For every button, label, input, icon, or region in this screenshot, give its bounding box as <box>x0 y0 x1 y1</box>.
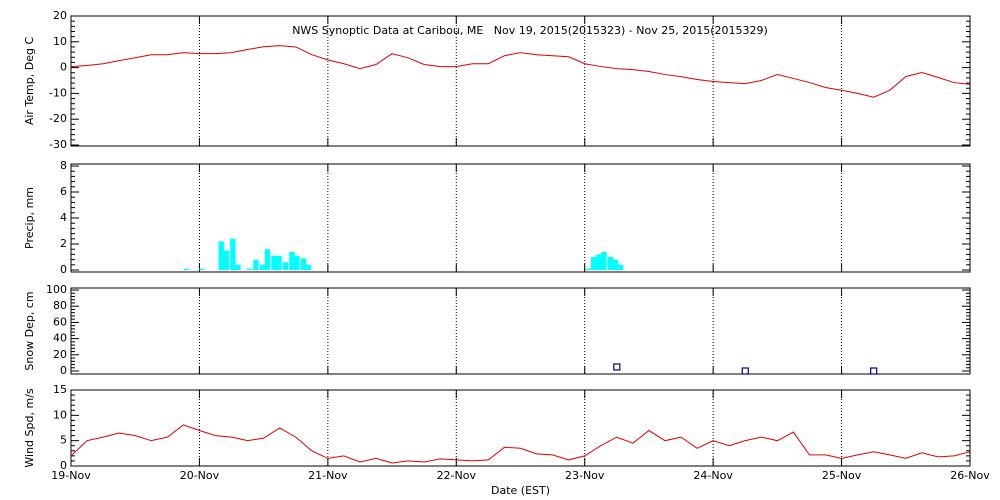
bar <box>235 264 241 270</box>
bar <box>218 241 224 270</box>
y-tick-label: 6 <box>60 185 67 198</box>
y-tick-label: 8 <box>60 159 67 172</box>
y-tick-label: 5 <box>60 434 67 447</box>
x-axis-label: Date (EST) <box>491 484 550 497</box>
x-tick-label: 23-Nov <box>565 469 605 482</box>
bar <box>617 264 624 270</box>
y-tick-label: 40 <box>53 332 67 345</box>
x-tick-label: 25-Nov <box>822 469 862 482</box>
bar <box>612 259 619 270</box>
y-axis-label: Snow Dep, cm <box>23 291 36 370</box>
data-line <box>70 424 971 464</box>
x-tick-label: 21-Nov <box>308 469 348 482</box>
panel-frame <box>70 287 971 375</box>
x-tick-label: 19-Nov <box>51 469 91 482</box>
y-tick-label: 0 <box>60 459 67 472</box>
bar <box>259 264 266 270</box>
panel-frame <box>70 163 971 273</box>
x-tick-label: 20-Nov <box>180 469 220 482</box>
point <box>870 367 878 375</box>
y-tick-label: 4 <box>60 211 67 224</box>
y-tick-label: 15 <box>53 383 67 396</box>
panel-frame <box>70 389 971 467</box>
y-tick-label: -20 <box>49 112 67 125</box>
bar <box>183 268 190 270</box>
bar <box>289 251 295 270</box>
panel-frame <box>70 15 971 147</box>
y-tick-label: 0 <box>60 263 67 276</box>
bar <box>271 255 277 270</box>
point <box>613 363 621 371</box>
bar <box>305 264 312 270</box>
y-tick-label: 20 <box>53 9 67 22</box>
chart-title: NWS Synoptic Data at Caribou, ME Nov 19,… <box>292 24 768 37</box>
x-tick-label: 26-Nov <box>950 469 990 482</box>
y-axis-label: Precip, mm <box>23 187 36 249</box>
x-tick-label: 24-Nov <box>693 469 733 482</box>
bar <box>276 255 282 270</box>
y-axis-label: Wind Spd, m/s <box>23 388 36 468</box>
x-tick-label: 22-Nov <box>437 469 477 482</box>
y-tick-label: -10 <box>49 86 67 99</box>
bar <box>591 257 597 270</box>
y-tick-label: 20 <box>53 348 67 361</box>
y-tick-label: 0 <box>60 364 67 377</box>
bar <box>596 254 602 270</box>
bar <box>223 250 230 270</box>
bar <box>246 268 253 270</box>
y-tick-label: 0 <box>60 61 67 74</box>
bar <box>585 268 592 270</box>
y-tick-label: 60 <box>53 315 67 328</box>
bar <box>199 268 205 270</box>
bar <box>294 255 300 270</box>
bar <box>253 259 259 270</box>
y-tick-label: -30 <box>49 138 67 151</box>
bar <box>300 258 307 270</box>
y-tick-label: 80 <box>53 299 67 312</box>
data-line <box>70 45 971 98</box>
bar <box>607 257 614 270</box>
y-tick-label: 100 <box>46 283 67 296</box>
y-axis-label: Air Temp, Deg C <box>23 37 36 126</box>
bar <box>601 251 607 270</box>
bar <box>230 238 236 270</box>
bar <box>282 262 289 270</box>
y-tick-label: 10 <box>53 35 67 48</box>
y-tick-label: 10 <box>53 408 67 421</box>
bar <box>264 249 271 270</box>
point <box>741 367 749 375</box>
y-tick-label: 2 <box>60 237 67 250</box>
